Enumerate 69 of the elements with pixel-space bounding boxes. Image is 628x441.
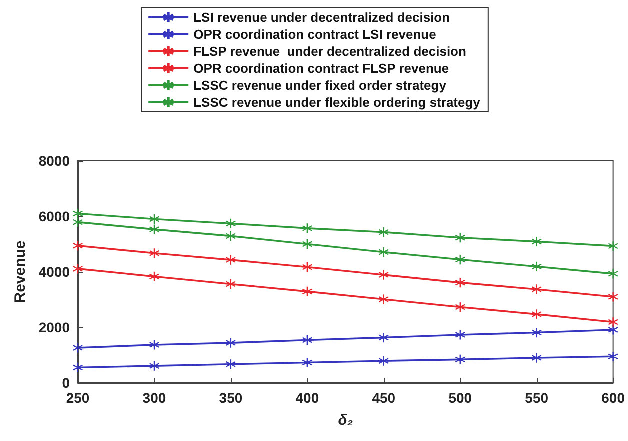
point bbox=[608, 317, 618, 328]
point bbox=[608, 241, 618, 251]
point bbox=[456, 354, 466, 364]
point bbox=[532, 284, 542, 294]
y-tick-label: 2000 bbox=[38, 320, 70, 336]
legend-label: OPR coordination contract LSI revenue bbox=[194, 27, 436, 42]
legend-label: OPR coordination contract FLSP revenue bbox=[194, 61, 450, 76]
point bbox=[73, 264, 83, 274]
point bbox=[532, 353, 542, 363]
legend-label: LSSC revenue under flexible ordering strategy bbox=[194, 95, 482, 110]
y-axis-title: Revenue bbox=[12, 240, 29, 304]
point bbox=[456, 254, 466, 265]
y-tick-label: 8000 bbox=[38, 153, 70, 169]
point bbox=[150, 224, 160, 234]
point bbox=[150, 272, 160, 282]
point bbox=[302, 224, 312, 234]
point bbox=[226, 218, 236, 229]
point bbox=[608, 352, 618, 362]
point bbox=[73, 208, 83, 219]
point bbox=[150, 248, 160, 258]
point bbox=[456, 233, 466, 243]
y-tick-label: 4000 bbox=[38, 264, 70, 280]
point bbox=[532, 328, 542, 338]
point bbox=[608, 269, 618, 279]
point bbox=[226, 231, 236, 241]
x-tick-label: 550 bbox=[525, 390, 549, 406]
point bbox=[379, 294, 389, 304]
point bbox=[226, 279, 236, 290]
x-tick-label: 400 bbox=[296, 390, 320, 406]
point bbox=[456, 278, 466, 288]
point bbox=[532, 236, 542, 247]
point bbox=[456, 302, 466, 312]
point bbox=[302, 335, 312, 346]
point bbox=[302, 262, 312, 272]
point bbox=[532, 262, 542, 272]
point bbox=[226, 255, 236, 265]
point bbox=[379, 248, 389, 258]
y-tick-label: 6000 bbox=[38, 208, 70, 224]
x-tick-label: 450 bbox=[372, 390, 396, 406]
point bbox=[73, 343, 83, 353]
point bbox=[456, 330, 466, 340]
point bbox=[379, 270, 389, 280]
point bbox=[379, 228, 389, 238]
point bbox=[532, 310, 542, 320]
point bbox=[379, 356, 389, 366]
point bbox=[379, 332, 389, 343]
x-tick-label: 250 bbox=[66, 390, 90, 406]
point bbox=[302, 358, 312, 368]
x-tick-label: 350 bbox=[219, 390, 243, 406]
point bbox=[302, 286, 312, 297]
point bbox=[73, 218, 83, 228]
point bbox=[73, 362, 83, 373]
point bbox=[73, 241, 83, 251]
point bbox=[150, 340, 160, 350]
x-axis-title: δ₂ bbox=[338, 412, 354, 429]
x-tick-label: 500 bbox=[448, 390, 472, 406]
point bbox=[608, 325, 618, 335]
point bbox=[150, 361, 160, 371]
point bbox=[150, 214, 160, 224]
legend-label: LSI revenue under decentralized decision bbox=[194, 10, 450, 25]
x-tick-label: 600 bbox=[602, 390, 626, 406]
legend-label: FLSP revenue under decentralized decision bbox=[194, 44, 466, 59]
point bbox=[226, 360, 236, 370]
point bbox=[608, 292, 618, 302]
point bbox=[226, 338, 236, 348]
point bbox=[302, 239, 312, 250]
legend-label: LSSC revenue under fixed order strategy bbox=[194, 78, 448, 93]
y-tick-label: 0 bbox=[62, 375, 70, 391]
x-tick-label: 300 bbox=[142, 390, 166, 406]
